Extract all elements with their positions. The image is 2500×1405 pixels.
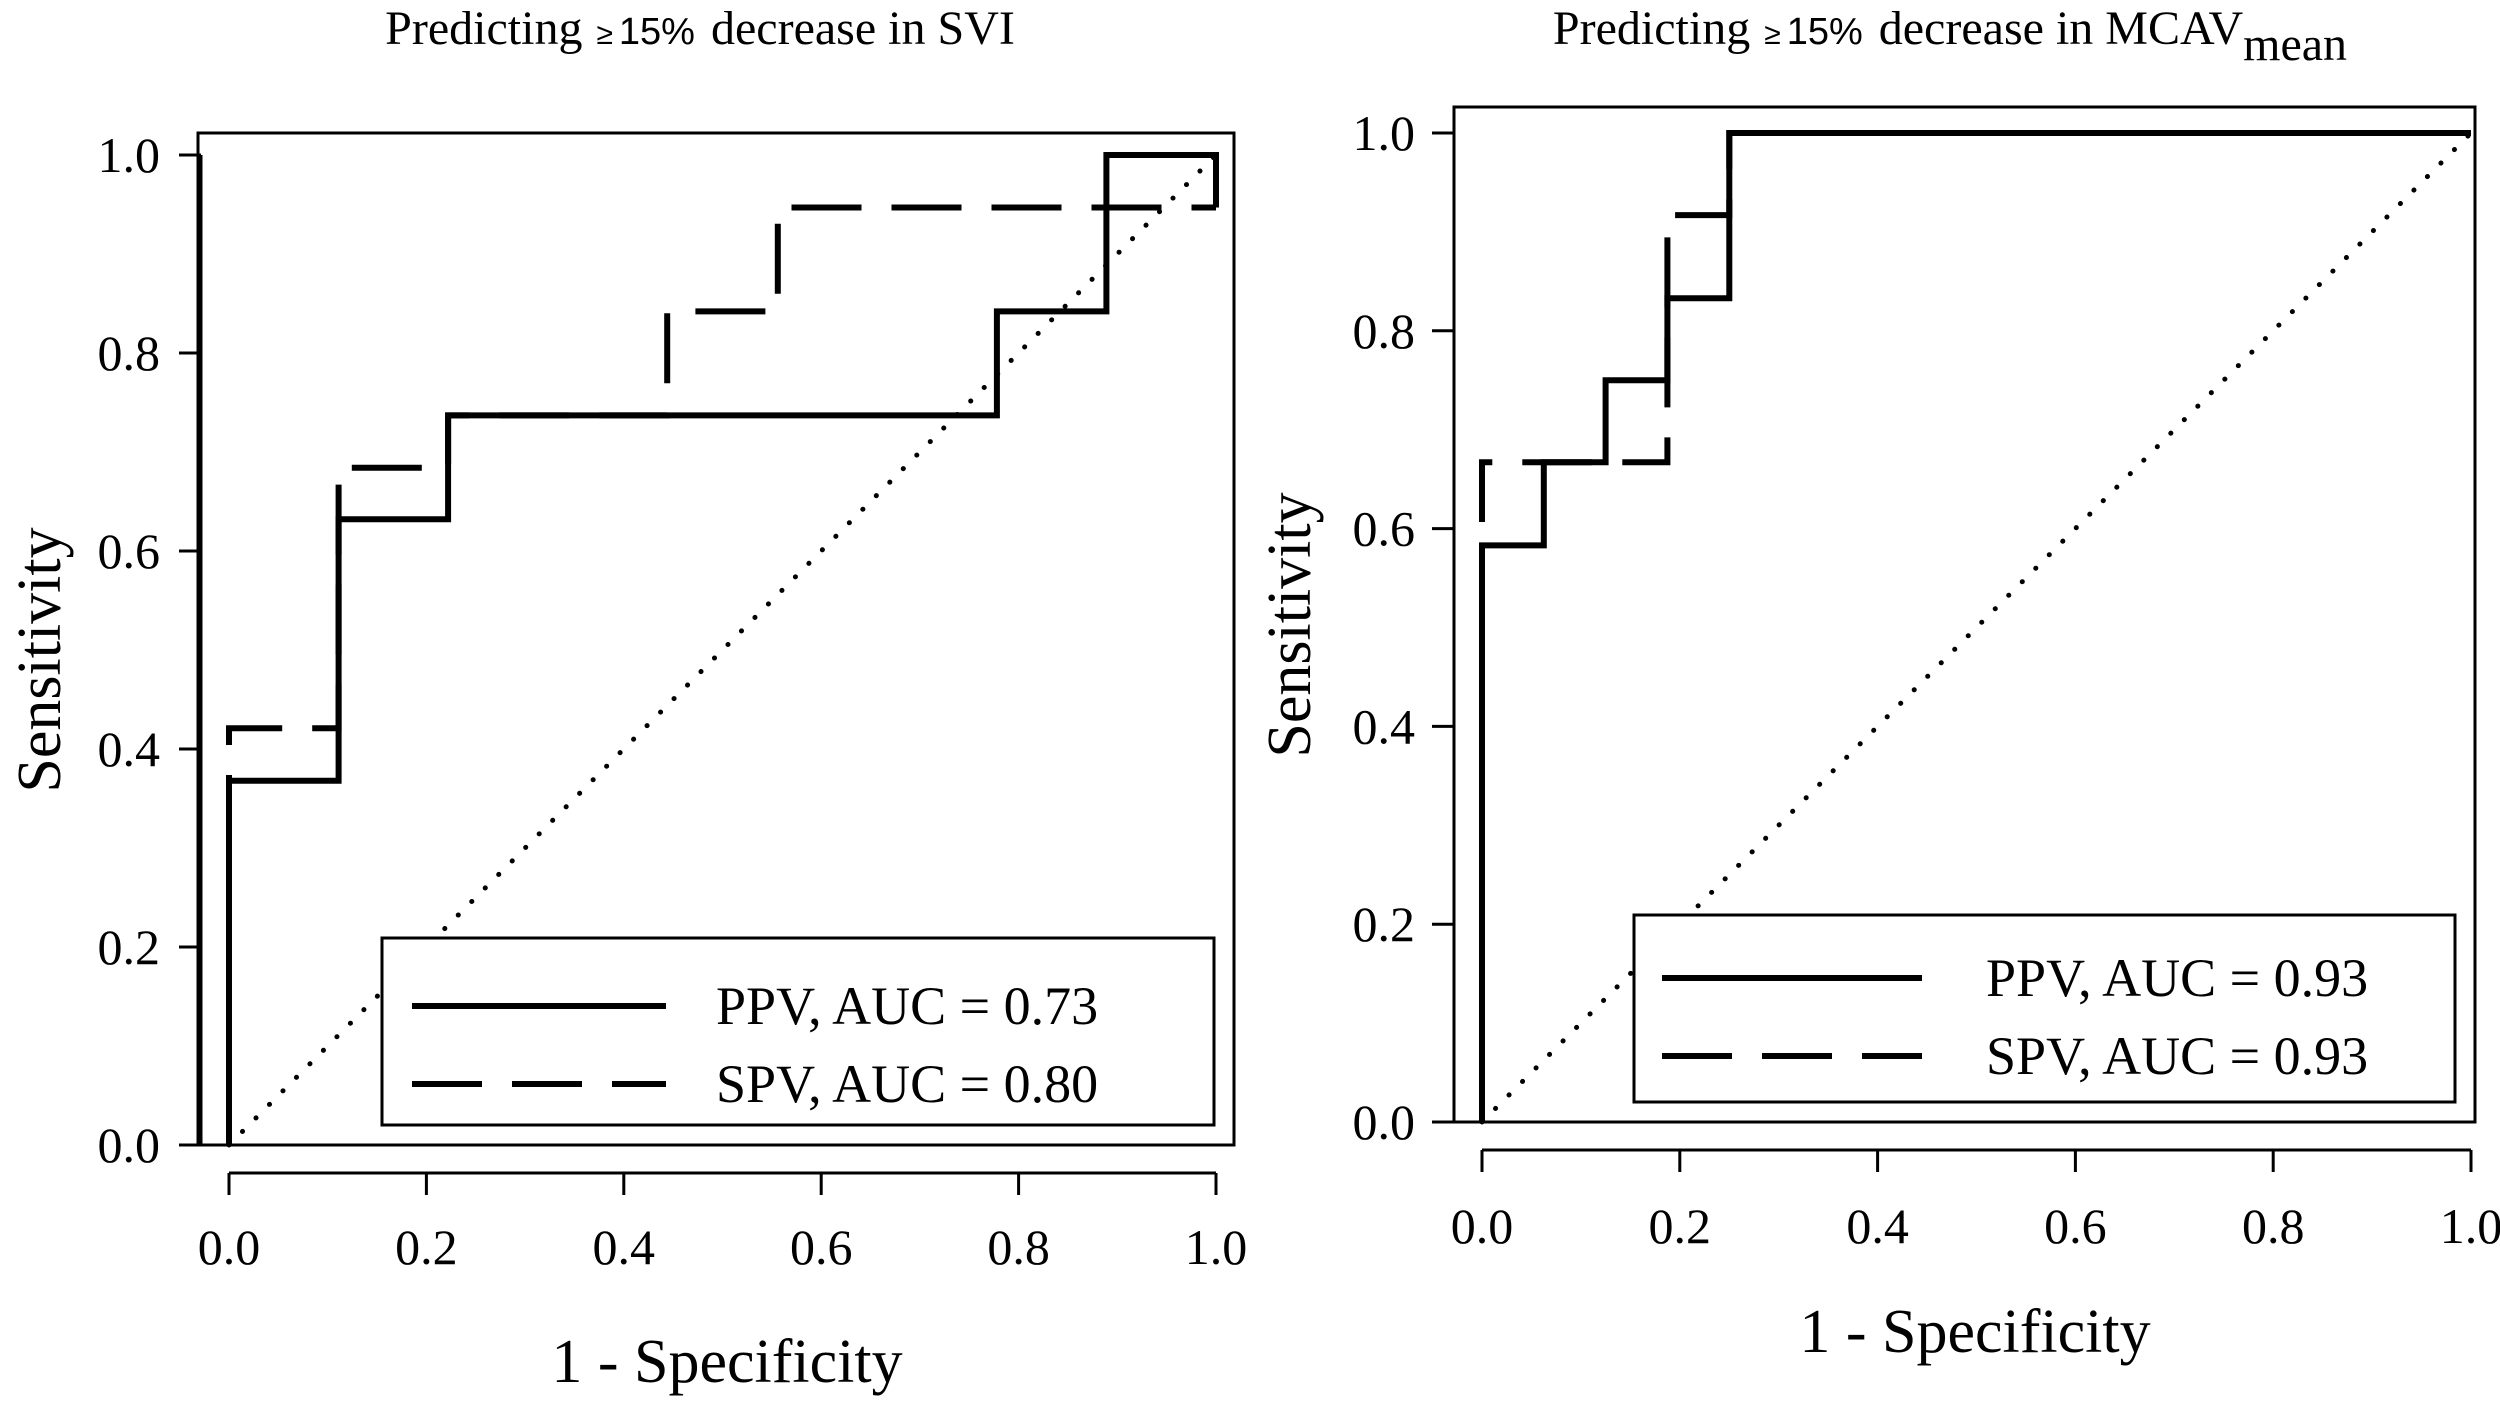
plot-frame (196, 131, 1236, 1147)
legend-label-ppv: PPV, AUC = 0.73 (716, 976, 1098, 1036)
y-tick-label: 0.4 (98, 721, 161, 777)
x-tick-label: 0.2 (1649, 1198, 1712, 1254)
legend-box (380, 936, 1216, 1127)
legend: PPV, AUC = 0.73 SPV, AUC = 0.80 (380, 936, 1216, 1127)
title-suffix: decrease in MCAV (1879, 2, 2244, 55)
title-suffix: decrease in SVI (711, 2, 1015, 55)
legend-label-spv: SPV, AUC = 0.93 (1986, 1026, 2368, 1086)
y-axis-ticks: 0.0 0.2 0.4 0.6 0.8 1.0 (98, 127, 203, 1173)
x-tick-label: 0.8 (2242, 1198, 2305, 1254)
y-tick-label: 1.0 (98, 127, 161, 183)
chart-panel-svi: Predicting ≥15% decrease in SVI 0.0 0.2 0.4 0… (6, 2, 1247, 1396)
y-tick-label: 1.0 (1353, 105, 1416, 161)
x-tick-label: 0.2 (395, 1219, 458, 1275)
x-axis-label: 1 - Specificity (551, 1328, 902, 1396)
legend-label-ppv: PPV, AUC = 0.93 (1986, 948, 2368, 1008)
y-tick-label: 0.2 (1353, 896, 1416, 952)
title-percent: 15% (619, 11, 695, 53)
y-tick-label: 0.4 (1353, 698, 1416, 754)
x-tick-label: 0.0 (198, 1219, 261, 1275)
legend-label-spv: SPV, AUC = 0.80 (716, 1054, 1098, 1114)
title-prefix: Predicting (1553, 2, 1750, 55)
reference-diagonal-line (226, 152, 1219, 1148)
x-axis-ticks: 0.0 0.2 0.4 0.6 0.8 1.0 (1451, 1148, 2500, 1254)
title-percent: 15% (1787, 11, 1863, 53)
x-axis-label: 1 - Specificity (1799, 1298, 2150, 1366)
x-tick-label: 0.0 (1451, 1198, 1514, 1254)
chart-title: Predicting ≥15% decrease in SVI (385, 2, 1015, 55)
x-axis-ticks: 0.0 0.2 0.4 0.6 0.8 1.0 (198, 1171, 1248, 1275)
series-spv-line (226, 204, 1216, 1145)
reference-diagonal (226, 152, 1219, 1148)
y-tick-label: 0.0 (98, 1117, 161, 1173)
x-tick-label: 0.6 (790, 1219, 853, 1275)
y-tick-label: 0.6 (1353, 501, 1416, 557)
y-axis-ticks: 0.0 0.2 0.4 0.6 0.8 1.0 (1353, 105, 1456, 1150)
chart-panel-mcav: Predicting ≥15% decrease in MCAVmean 0.0 0.… (1256, 2, 2500, 1366)
y-tick-label: 0.0 (1353, 1094, 1416, 1150)
series-ppv-line (226, 152, 1219, 1145)
title-symbol: ≥ (596, 18, 612, 51)
title-symbol: ≥ (1764, 18, 1780, 51)
legend-box (1632, 913, 2457, 1104)
y-axis-label: Sensitivity (1256, 492, 1324, 757)
reference-diagonal (1479, 130, 2474, 1125)
y-tick-label: 0.6 (98, 523, 161, 579)
y-tick-label: 0.8 (1353, 303, 1416, 359)
legend: PPV, AUC = 0.93 SPV, AUC = 0.93 (1632, 913, 2457, 1104)
series-ppv-line (1479, 130, 2471, 1122)
x-tick-label: 0.8 (987, 1219, 1050, 1275)
chart-title: Predicting ≥15% decrease in MCAVmean (1553, 2, 2347, 71)
x-tick-label: 0.4 (1846, 1198, 1909, 1254)
roc-curves (226, 152, 1219, 1145)
x-tick-label: 1.0 (1185, 1219, 1248, 1275)
roc-curves (1479, 130, 2471, 1122)
x-tick-label: 0.4 (593, 1219, 656, 1275)
series-spv-line (1479, 130, 2471, 1122)
reference-diagonal-line (1479, 130, 2474, 1125)
y-tick-label: 0.2 (98, 919, 161, 975)
y-tick-label: 0.8 (98, 325, 161, 381)
x-tick-label: 0.6 (2044, 1198, 2107, 1254)
x-tick-label: 1.0 (2440, 1198, 2500, 1254)
title-prefix: Predicting (385, 2, 582, 55)
y-axis-label: Sensitivity (6, 527, 74, 792)
title-subscript: mean (2243, 18, 2347, 71)
